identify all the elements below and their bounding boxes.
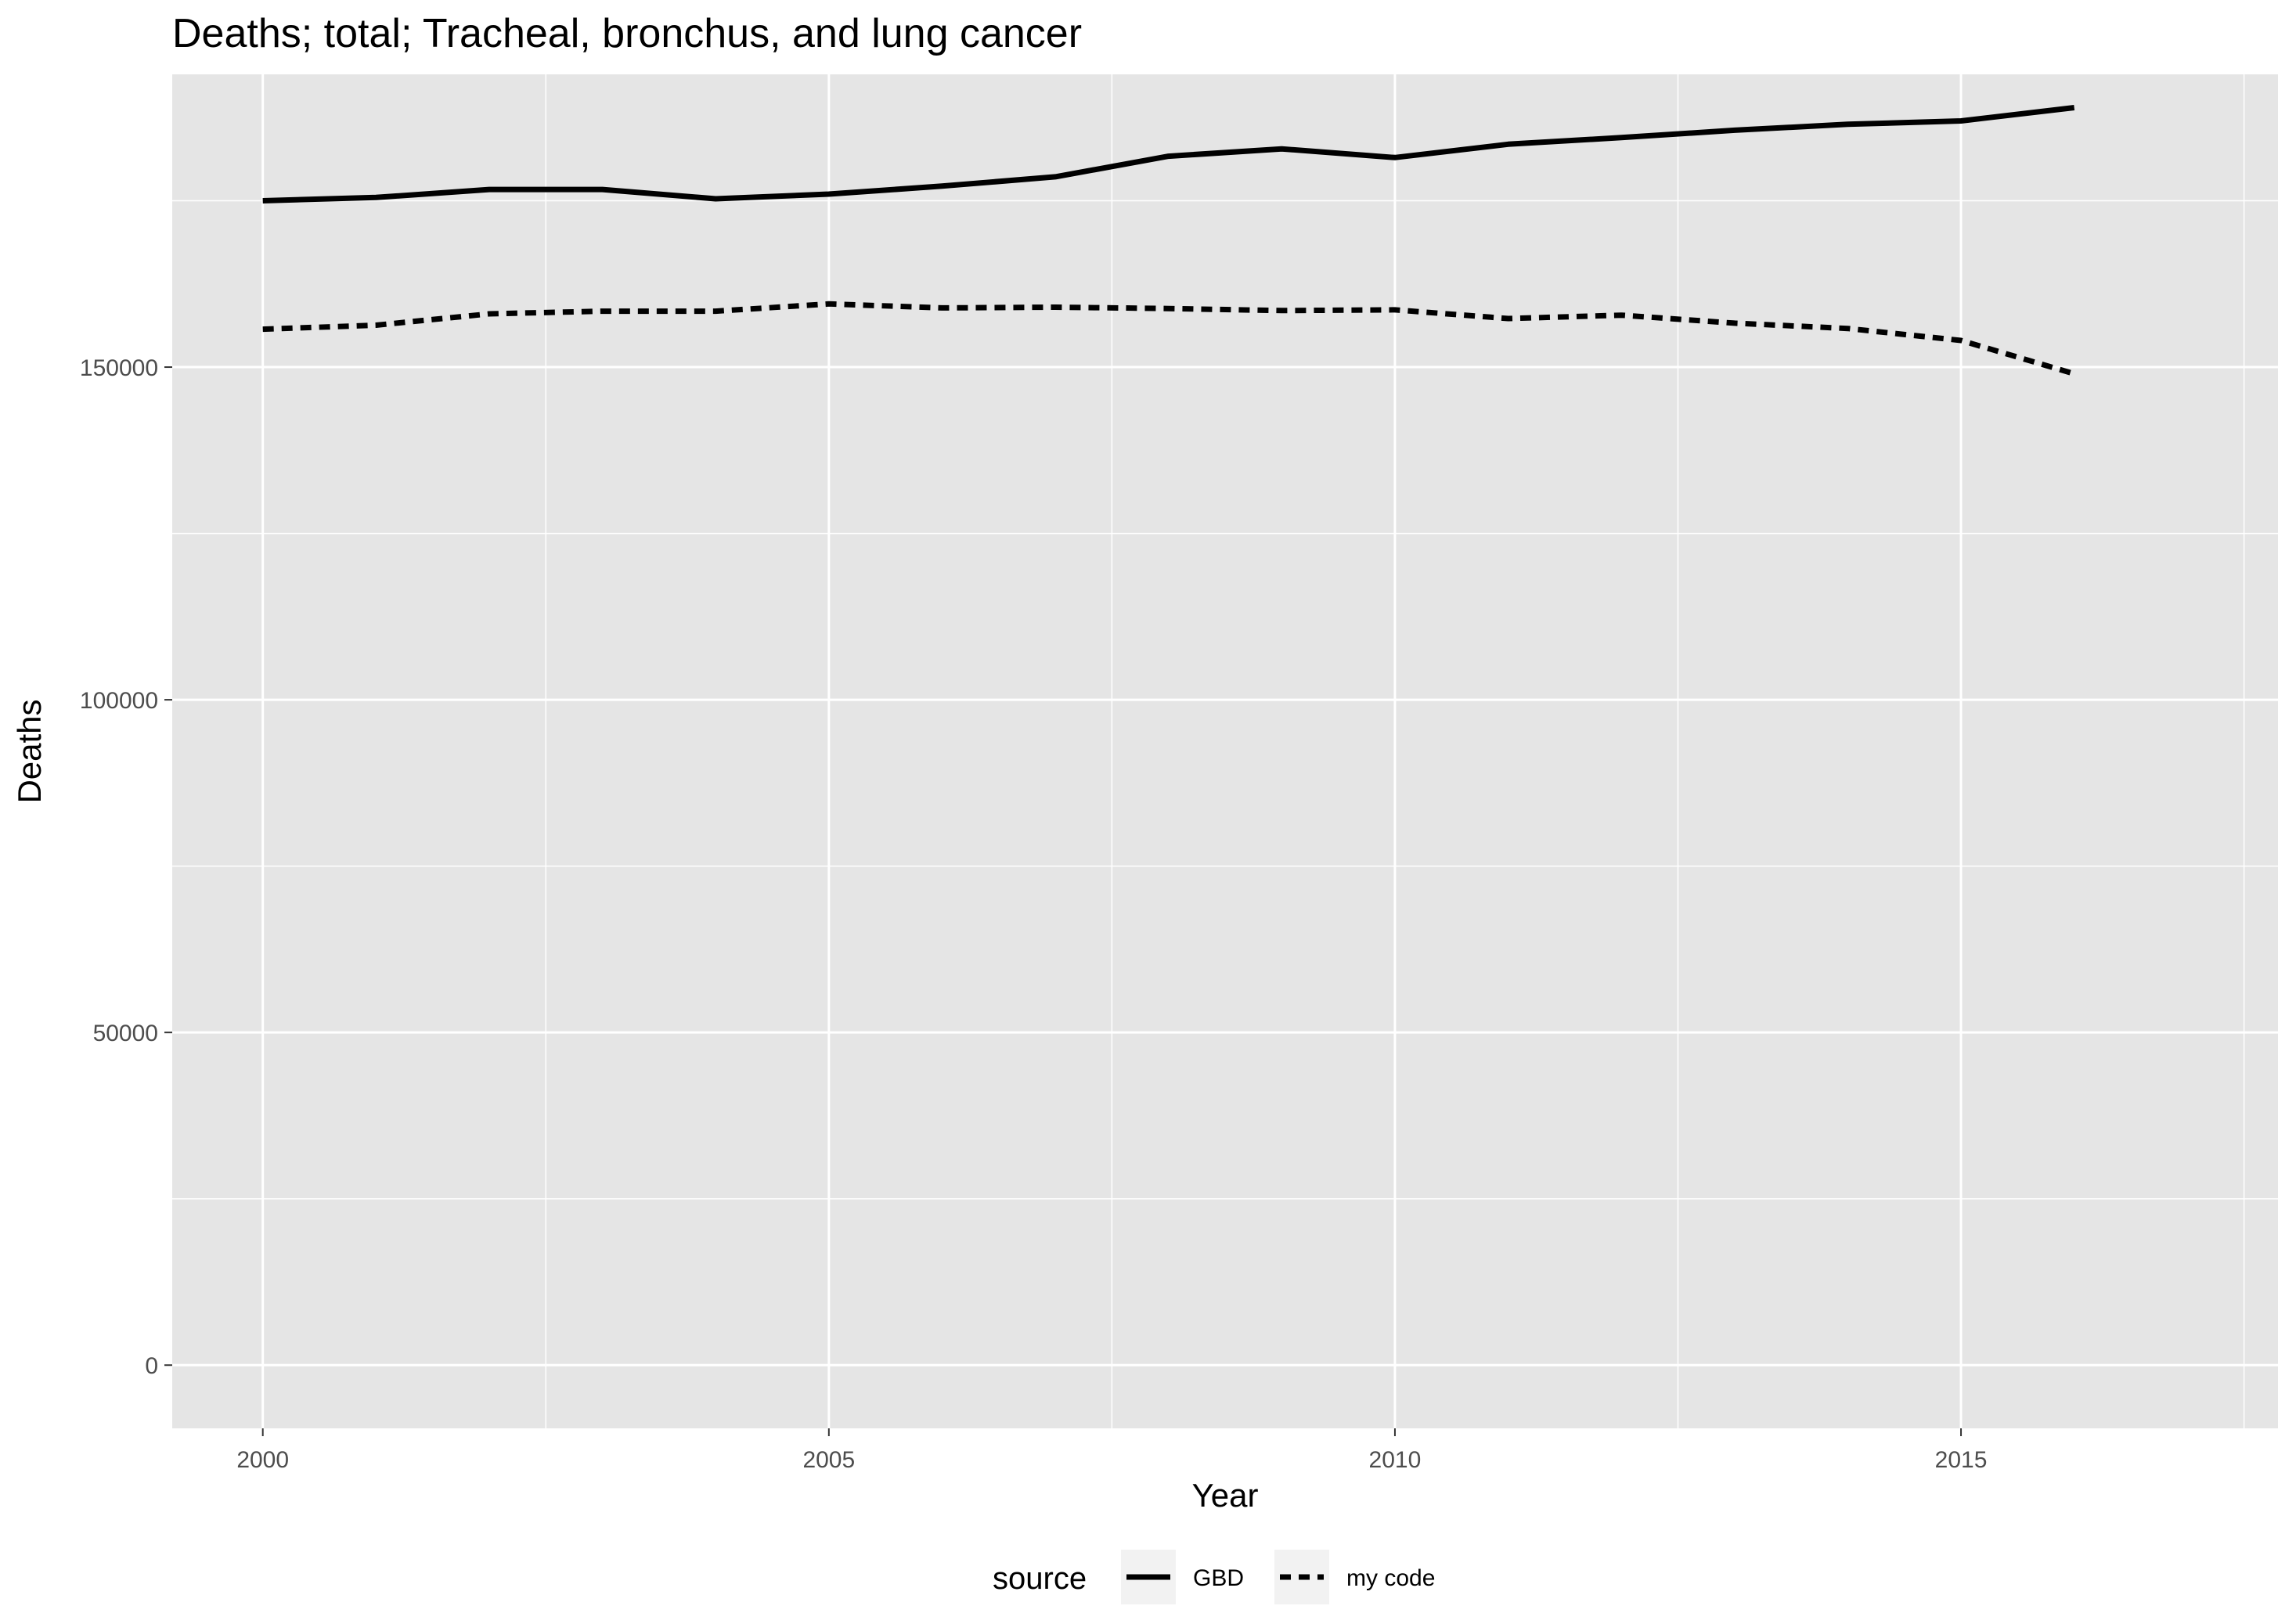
major-gridlines bbox=[172, 74, 2278, 1428]
y-axis: 0 50000 100000 150000 bbox=[80, 355, 172, 1379]
chart-title: Deaths; total; Tracheal, bronchus, and l… bbox=[172, 11, 1082, 56]
legend-title: source bbox=[993, 1561, 1087, 1596]
legend-label-my-code: my code bbox=[1346, 1565, 1435, 1591]
series-lines bbox=[262, 105, 2075, 376]
y-axis-title: Deaths bbox=[11, 699, 48, 803]
x-axis-title: Year bbox=[1192, 1477, 1259, 1514]
legend-label-gbd: GBD bbox=[1193, 1565, 1244, 1591]
plot-panel bbox=[172, 74, 2278, 1428]
y-tick-label: 50000 bbox=[93, 1021, 158, 1046]
y-tick-label: 0 bbox=[145, 1353, 158, 1379]
y-tick-label: 100000 bbox=[80, 688, 158, 714]
x-tick-label: 2010 bbox=[1369, 1447, 1422, 1473]
minor-gridlines bbox=[172, 74, 2278, 1428]
series-line-my-code bbox=[262, 301, 2075, 376]
x-tick-label: 2000 bbox=[236, 1447, 289, 1473]
x-tick-label: 2005 bbox=[802, 1447, 855, 1473]
series-line-gbd bbox=[262, 105, 2075, 203]
legend: source GBD my code bbox=[993, 1550, 1435, 1604]
x-tick-label: 2015 bbox=[1935, 1447, 1988, 1473]
x-axis: 2000 2005 2010 2015 bbox=[236, 1428, 1987, 1473]
y-tick-label: 150000 bbox=[80, 355, 158, 381]
